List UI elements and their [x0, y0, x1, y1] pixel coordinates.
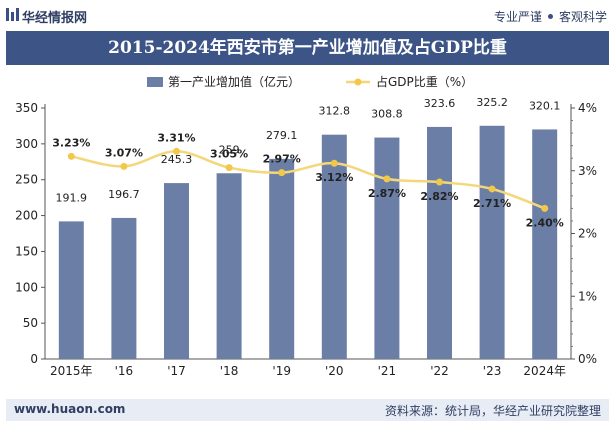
- line-value-label: 2.40%: [526, 216, 564, 229]
- bar: [427, 126, 452, 359]
- x-tick-label: '23: [483, 364, 502, 378]
- bar-value-label: 191.9: [56, 191, 88, 204]
- bar: [111, 217, 137, 359]
- y-left-tick-label: 300: [15, 137, 38, 151]
- bar-value-label: 312.8: [319, 105, 351, 118]
- line-value-label: 3.07%: [105, 146, 143, 159]
- brand-logo-icon: [6, 8, 19, 21]
- y-left-tick-label: 50: [23, 316, 38, 330]
- x-tick-label: '18: [220, 364, 239, 378]
- slogan-right: 客观科学: [558, 10, 607, 24]
- y-left-tick-label: 250: [15, 173, 38, 187]
- legend-line-label: 占GDP比重（%）: [376, 74, 473, 89]
- line-point: [173, 147, 180, 155]
- bar: [374, 137, 400, 359]
- bar: [164, 183, 189, 359]
- bar: [58, 221, 84, 359]
- bar-value-label: 196.7: [108, 188, 140, 201]
- line-value-label: 3.23%: [52, 136, 90, 149]
- y-right-tick-label: 0%: [578, 352, 597, 366]
- line-value-label: 2.97%: [263, 153, 301, 166]
- line-value-label: 3.05%: [210, 148, 248, 161]
- bar: [479, 125, 505, 359]
- x-tick-label: '17: [167, 364, 186, 378]
- bar: [321, 134, 347, 359]
- x-tick-label: '21: [378, 364, 397, 378]
- legend-bar-label: 第一产业增加值（亿元）: [168, 74, 300, 89]
- line-value-label: 3.12%: [315, 171, 353, 184]
- y-left-tick-label: 350: [15, 101, 38, 115]
- line-series: [71, 150, 546, 210]
- line-point: [488, 185, 496, 193]
- line-point: [120, 162, 128, 170]
- bar: [269, 158, 295, 359]
- brand-name: 华经情报网: [22, 11, 88, 26]
- line-value-label: 3.31%: [157, 131, 195, 144]
- line-point: [67, 152, 75, 160]
- y-left-tick-label: 200: [15, 209, 38, 223]
- y-left-tick-label: 0: [30, 352, 38, 366]
- title-bar: 2015-2024年西安市第一产业增加值及占GDP比重: [6, 31, 609, 65]
- line-value-label: 2.71%: [473, 197, 511, 210]
- chart-title: 2015-2024年西安市第一产业增加值及占GDP比重: [108, 38, 507, 58]
- y-right-tick-label: 3%: [578, 164, 597, 178]
- bar-value-label: 279.1: [266, 129, 298, 142]
- line-point: [225, 164, 233, 172]
- slogan: 专业严谨 客观科学: [494, 8, 607, 25]
- line-point: [436, 178, 443, 186]
- x-tick-label: '16: [115, 364, 134, 378]
- footer-url: www.huaon.com: [14, 402, 126, 416]
- y-right-tick-label: 4%: [578, 101, 597, 115]
- bar: [216, 173, 242, 359]
- bar-value-label: 323.6: [424, 97, 456, 110]
- x-tick-label: 2024年: [523, 364, 566, 378]
- line-point: [541, 204, 549, 212]
- x-tick-label: '19: [272, 364, 291, 378]
- x-tick-label: '20: [325, 364, 344, 378]
- slogan-dot-icon: [547, 14, 553, 19]
- line-point: [278, 169, 286, 177]
- bar-value-label: 259: [219, 143, 240, 156]
- bar-value-label: 320.1: [529, 99, 561, 112]
- legend-line-marker: [354, 78, 362, 86]
- bar: [532, 129, 558, 359]
- y-right-tick-label: 2%: [578, 227, 597, 241]
- y-right-tick-label: 1%: [578, 289, 597, 303]
- x-tick-label: 2015年: [50, 364, 93, 378]
- footer-source: 资料来源：统计局，华经产业研究院整理: [384, 404, 601, 418]
- x-tick-label: '22: [430, 364, 449, 378]
- line-value-label: 2.82%: [420, 190, 458, 203]
- bar-value-label: 245.3: [161, 153, 193, 166]
- slogan-left: 专业严谨: [493, 10, 542, 24]
- bar-value-label: 308.8: [371, 108, 403, 121]
- y-left-tick-label: 100: [15, 280, 38, 294]
- line-point: [330, 159, 338, 167]
- header-bar: 华经情报网 专业严谨 客观科学: [0, 0, 615, 30]
- line-point: [383, 175, 391, 183]
- line-value-label: 2.87%: [368, 187, 406, 200]
- y-left-tick-label: 150: [15, 244, 38, 258]
- bar-value-label: 325.2: [476, 96, 508, 109]
- footer-bar: www.huaon.com 资料来源：统计局，华经产业研究院整理: [6, 399, 609, 421]
- legend-bar-swatch: [147, 77, 163, 87]
